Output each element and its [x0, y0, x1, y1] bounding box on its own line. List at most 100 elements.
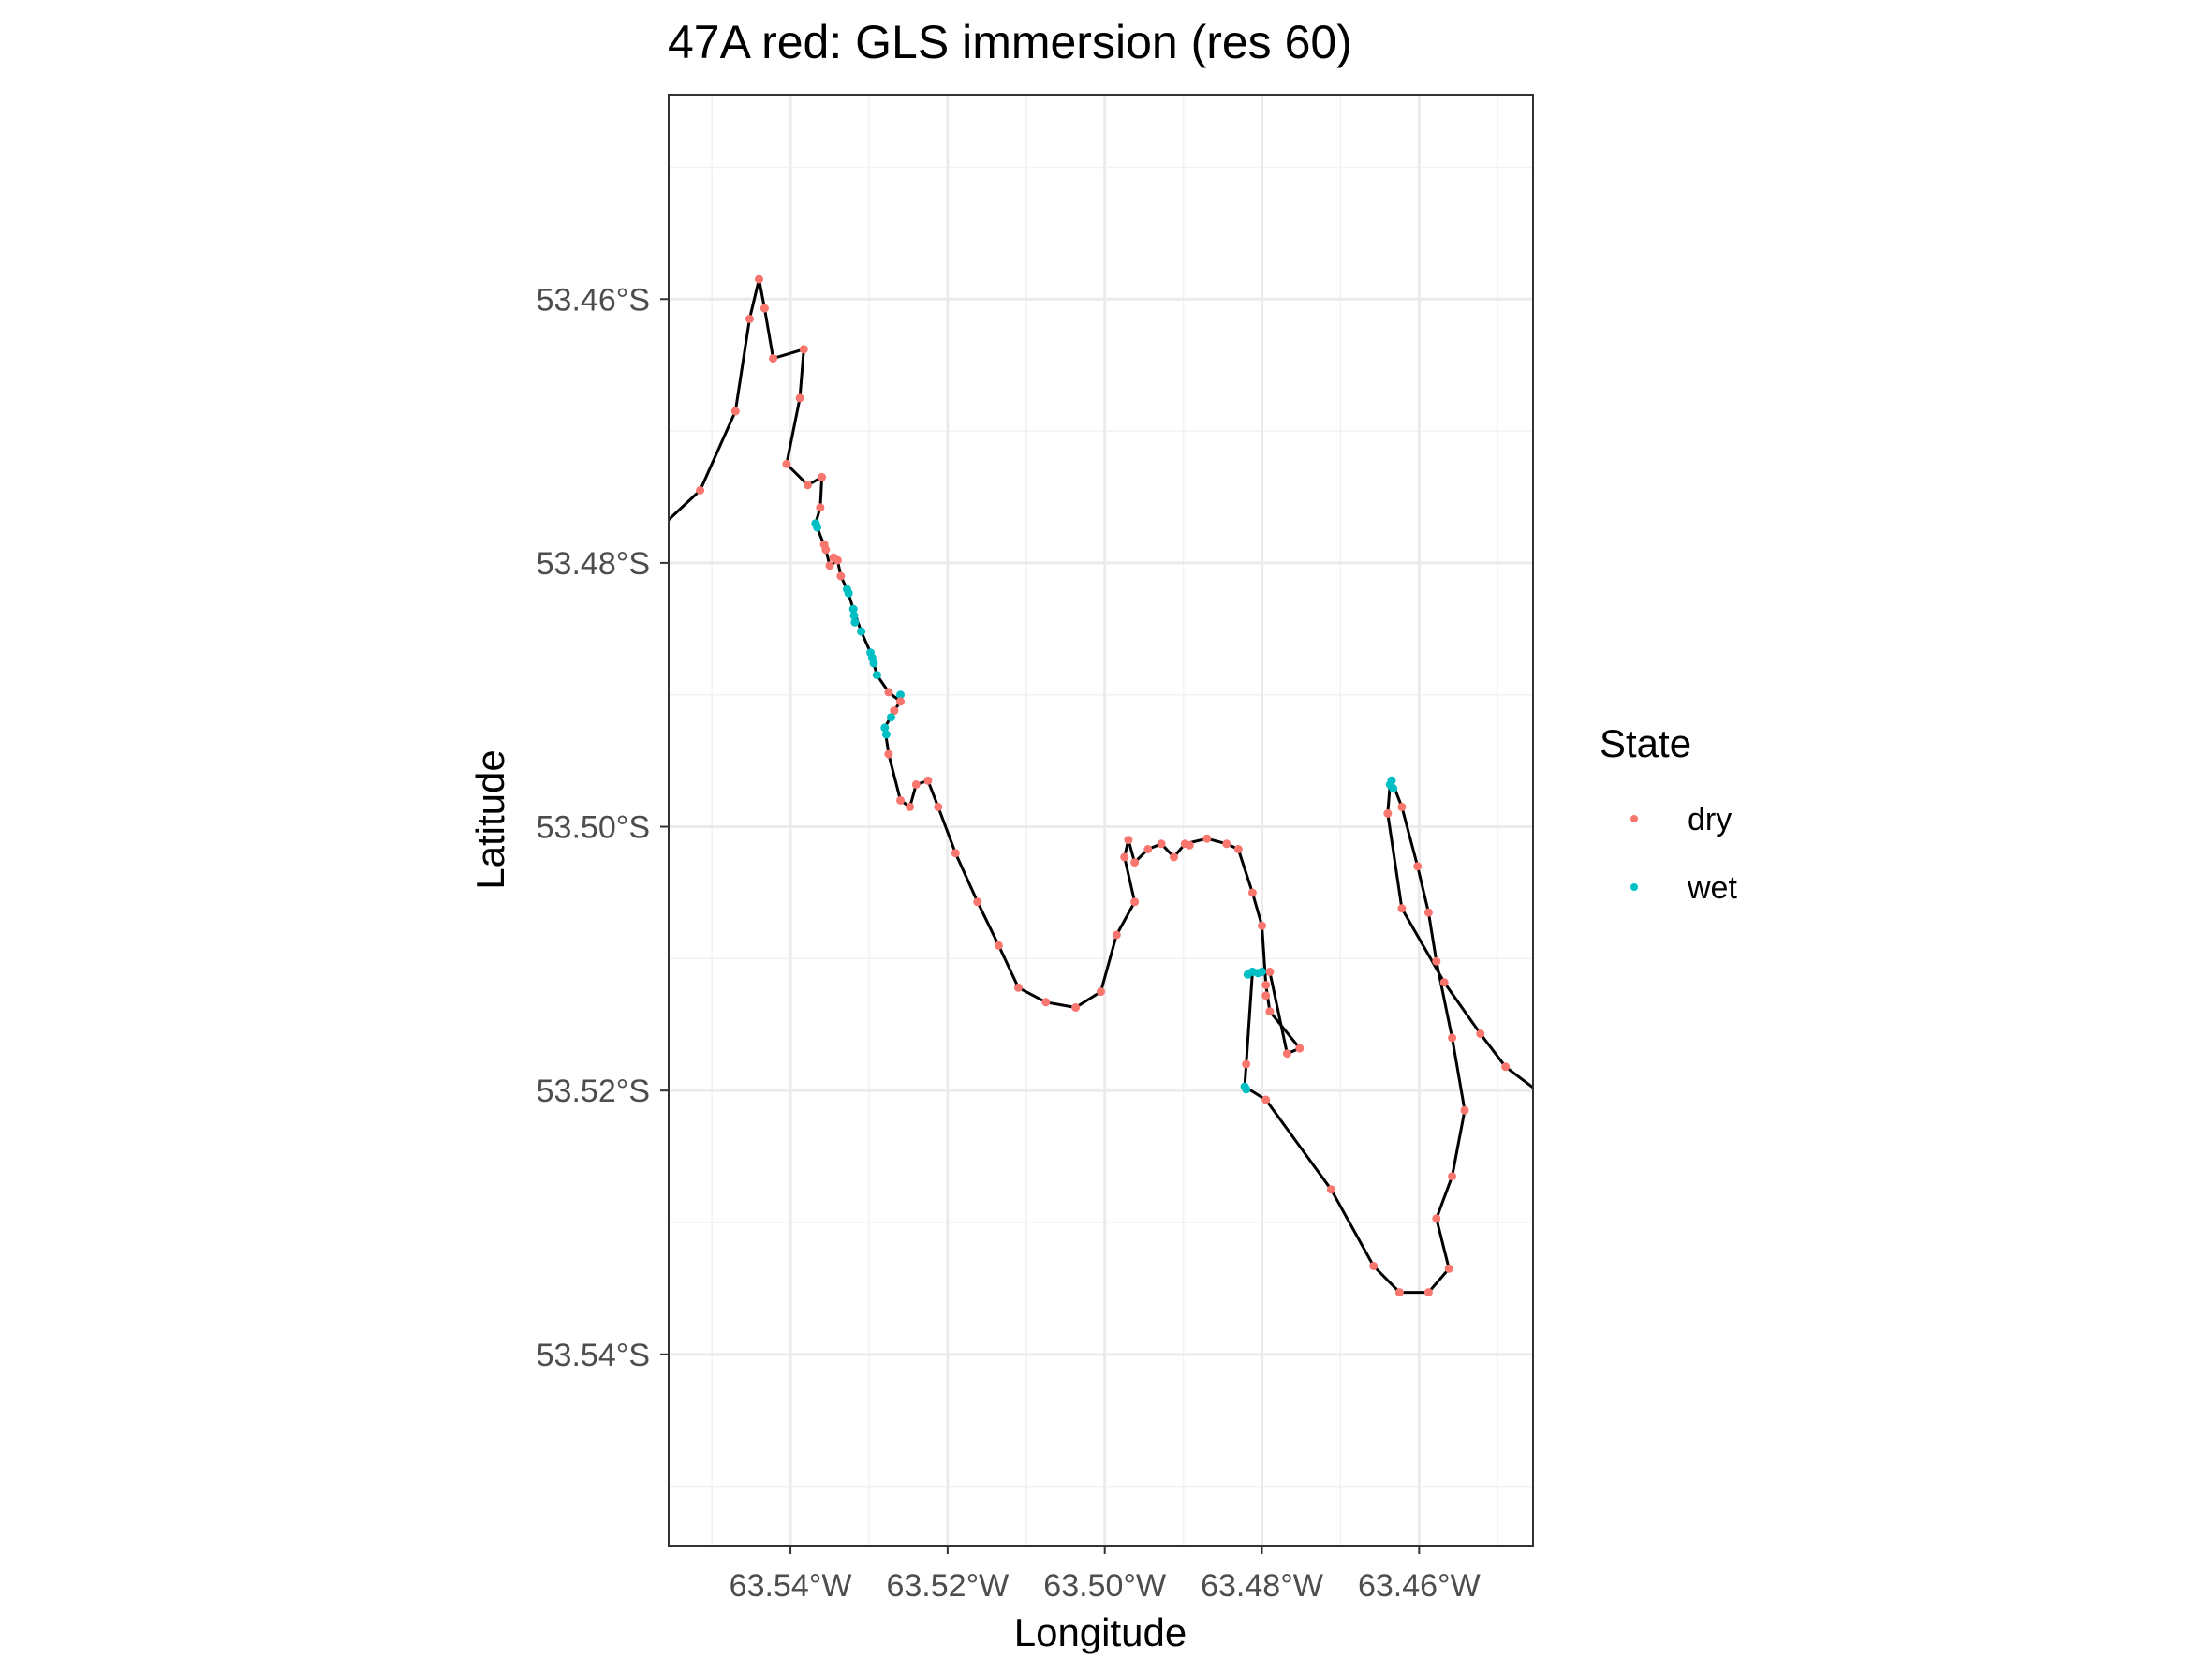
data-point-dry	[836, 571, 846, 581]
x-tick-label-4: 63.46°W	[1358, 1568, 1481, 1604]
data-point-wet	[857, 627, 866, 636]
data-point-dry	[1439, 978, 1449, 987]
data-point-dry	[816, 503, 825, 512]
data-point-dry	[1326, 1185, 1335, 1194]
data-point-dry	[1130, 858, 1140, 867]
data-points	[696, 274, 1511, 1297]
data-point-dry	[799, 345, 808, 354]
chart-title: 47A red: GLS immersion (res 60)	[668, 16, 1352, 68]
y-axis: 53.46°S 53.48°S 53.50°S 53.52°S 53.54°S	[537, 282, 669, 1373]
x-tick-label-1: 63.52°W	[886, 1568, 1009, 1604]
x-axis-title: Longitude	[1014, 1610, 1187, 1654]
data-point-wet	[887, 713, 895, 722]
data-point-dry	[821, 545, 831, 555]
legend-label-dry: dry	[1688, 802, 1732, 837]
legend: State dry wet	[1600, 721, 1737, 906]
data-point-dry	[1432, 956, 1441, 966]
data-point-dry	[1282, 1049, 1291, 1059]
data-point-dry	[911, 780, 921, 789]
data-point-dry	[1448, 1172, 1457, 1181]
data-point-dry	[730, 407, 740, 416]
data-point-dry	[818, 472, 827, 481]
data-point-dry	[1112, 930, 1121, 940]
data-point-dry	[1222, 839, 1231, 849]
data-point-dry	[833, 555, 842, 565]
data-point-dry	[1071, 1003, 1081, 1012]
data-point-dry	[1242, 1059, 1251, 1069]
y-tick-label-4: 53.54°S	[537, 1338, 650, 1373]
data-point-dry	[755, 274, 763, 284]
data-point-wet	[1242, 1085, 1251, 1094]
data-point-dry	[1143, 845, 1153, 853]
data-point-dry	[994, 941, 1003, 950]
data-point-dry	[1423, 1288, 1433, 1297]
y-tick-label-1: 53.48°S	[537, 546, 650, 582]
data-point-dry	[1261, 1095, 1271, 1104]
data-point-wet	[850, 617, 860, 627]
data-point-wet	[849, 611, 859, 620]
data-point-dry	[1185, 840, 1194, 850]
legend-key-dry	[1630, 815, 1638, 822]
data-point-dry	[1041, 998, 1051, 1007]
data-point-dry	[1460, 1105, 1469, 1115]
data-point-wet	[896, 690, 905, 700]
data-point-dry	[804, 481, 812, 490]
data-point-dry	[1233, 845, 1243, 853]
data-point-wet	[844, 588, 853, 598]
data-point-dry	[1130, 897, 1140, 907]
data-point-wet	[813, 523, 822, 532]
data-point-dry	[1295, 1044, 1305, 1053]
data-point-dry	[934, 802, 943, 811]
data-point-dry	[1124, 836, 1133, 845]
data-point-dry	[884, 688, 893, 697]
x-tick-label-0: 63.54°W	[730, 1568, 852, 1604]
data-point-dry	[923, 776, 933, 785]
data-point-dry	[745, 314, 754, 323]
x-tick-label-2: 63.50°W	[1043, 1568, 1166, 1604]
data-point-dry	[1501, 1062, 1511, 1072]
y-axis-title: Latitude	[468, 749, 512, 889]
panel-border	[668, 94, 1534, 1547]
data-point-dry	[759, 304, 769, 313]
x-tick-label-3: 63.48°W	[1201, 1568, 1323, 1604]
data-point-dry	[951, 849, 960, 858]
data-point-wet	[872, 671, 881, 680]
data-point-wet	[1243, 970, 1252, 979]
data-point-wet	[881, 730, 891, 739]
data-point-dry	[1013, 983, 1023, 992]
data-point-dry	[1097, 987, 1105, 997]
data-point-dry	[1448, 1033, 1457, 1043]
data-point-dry	[1383, 809, 1393, 818]
data-point-dry	[1247, 888, 1257, 897]
data-point-dry	[1265, 967, 1275, 976]
legend-key-wet	[1630, 883, 1638, 891]
data-point-dry	[1476, 1029, 1485, 1039]
data-point-dry	[884, 749, 893, 759]
data-point-dry	[1120, 852, 1129, 862]
y-tick-label-2: 53.50°S	[537, 810, 650, 846]
x-axis: 63.54°W 63.52°W 63.50°W 63.48°W 63.46°W	[730, 1546, 1481, 1604]
legend-title: State	[1600, 721, 1691, 765]
data-point-dry	[782, 459, 791, 468]
data-point-dry	[1261, 991, 1271, 1000]
data-point-dry	[890, 706, 899, 716]
data-point-wet	[869, 659, 878, 668]
plot-panel	[669, 95, 1533, 1546]
data-point-dry	[1202, 834, 1212, 843]
y-tick-label-0: 53.46°S	[537, 282, 650, 318]
data-point-dry	[1258, 921, 1266, 930]
data-point-dry	[1261, 981, 1271, 989]
data-point-dry	[1369, 1262, 1379, 1270]
data-point-dry	[973, 897, 982, 907]
data-point-dry	[1157, 839, 1166, 849]
data-point-dry	[1432, 1214, 1441, 1223]
data-point-wet	[848, 604, 858, 614]
y-tick-label-3: 53.52°S	[537, 1074, 650, 1109]
grid	[669, 95, 1533, 1546]
data-point-dry	[769, 354, 778, 363]
data-point-dry	[1397, 904, 1407, 913]
data-point-dry	[1265, 1007, 1275, 1016]
data-point-dry	[825, 561, 834, 570]
legend-label-wet: wet	[1687, 870, 1737, 906]
